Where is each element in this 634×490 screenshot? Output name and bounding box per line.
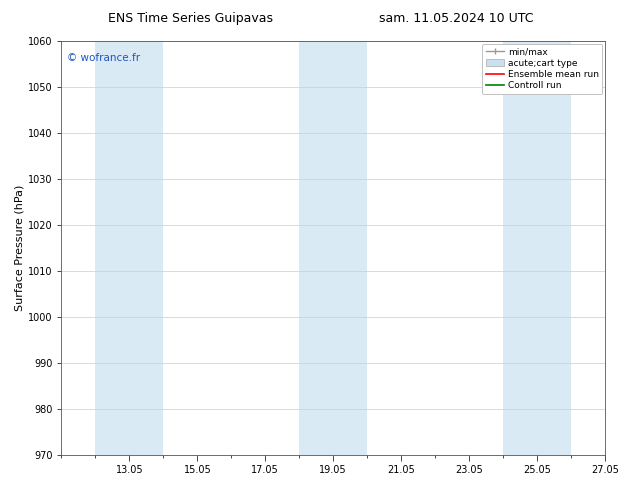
Y-axis label: Surface Pressure (hPa): Surface Pressure (hPa) <box>15 185 25 311</box>
Text: © wofrance.fr: © wofrance.fr <box>67 53 140 64</box>
Bar <box>95 41 164 455</box>
Legend: min/max, acute;cart type, Ensemble mean run, Controll run: min/max, acute;cart type, Ensemble mean … <box>482 44 602 94</box>
Bar <box>299 41 367 455</box>
Text: sam. 11.05.2024 10 UTC: sam. 11.05.2024 10 UTC <box>379 12 534 25</box>
Bar <box>503 41 571 455</box>
Text: ENS Time Series Guipavas: ENS Time Series Guipavas <box>108 12 273 25</box>
